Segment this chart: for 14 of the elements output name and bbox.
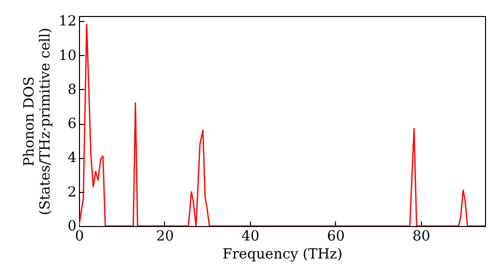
y-tick-label: 8: [68, 82, 76, 98]
x-tick-label: 20: [156, 228, 174, 244]
x-tick-label: 80: [412, 228, 430, 244]
x-axis-title: Frequency (THz): [222, 246, 343, 262]
y-tick-label: 2: [68, 184, 76, 200]
y-tick-label: 12: [58, 14, 76, 30]
y-tick-label: 6: [68, 116, 77, 132]
y-tick-label: 10: [58, 48, 76, 64]
line-series: [79, 24, 485, 226]
y-tick-label: 0: [68, 218, 76, 234]
x-tick-label: 60: [327, 228, 345, 244]
x-tick-label: 40: [242, 228, 260, 244]
y-axis-title: Phonon DOS (States/THz·primitive cell): [22, 28, 54, 216]
y-tick-label: 4: [68, 150, 77, 166]
